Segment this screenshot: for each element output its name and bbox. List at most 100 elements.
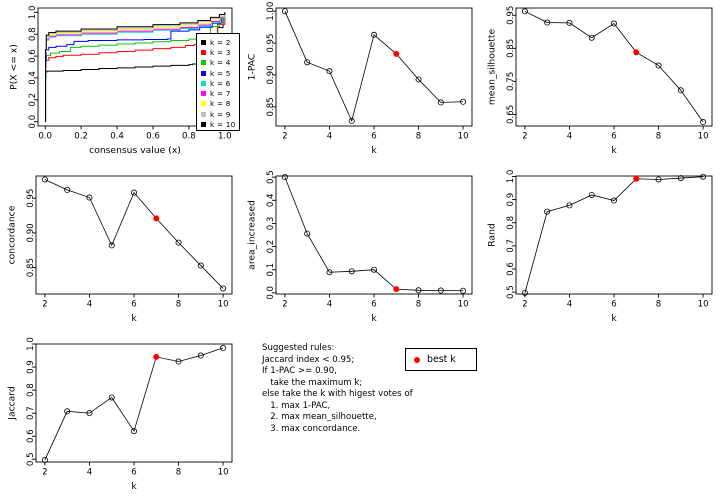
svg-text:1.0: 1.0 (28, 6, 38, 20)
legend-item-label: k = 3 (210, 47, 231, 57)
svg-text:0.2: 0.2 (74, 132, 88, 142)
svg-text:0.9: 0.9 (506, 193, 516, 207)
ecdf-plot: 0.0 0.2 0.4 0.6 0.8 1.0 0.0 0.2 0.4 0.6 0.8 1.0 cons… (9, 6, 233, 156)
legend-item-k-8: k = 8 (201, 99, 239, 109)
svg-text:0.95: 0.95 (506, 6, 516, 25)
svg-text:k: k (611, 145, 617, 156)
svg-text:1.0: 1.0 (506, 170, 516, 184)
legend-item-k-2: k = 2 (201, 37, 239, 47)
svg-text:4: 4 (327, 132, 332, 142)
concordance-plot: 2 4 6 8 10 0.85 0.90 0.95 k concordance (7, 175, 233, 324)
legend-item-label: k = 9 (210, 109, 231, 119)
svg-text:mean_silhouette: mean_silhouette (487, 28, 498, 105)
svg-text:0.65: 0.65 (506, 105, 516, 124)
pac-plot: 2 4 6 8 10 0.85 0.90 0.95 1.00 k 1-PAC (247, 2, 473, 156)
suggested-rules-text: Suggested rules: Jaccard index < 0.95; I… (262, 343, 413, 434)
svg-text:4: 4 (87, 300, 92, 310)
svg-text:2: 2 (282, 300, 287, 310)
svg-text:0.95: 0.95 (266, 34, 276, 53)
svg-text:k: k (131, 313, 137, 324)
svg-text:10: 10 (698, 300, 709, 310)
legend-swatch-icon (201, 91, 206, 97)
svg-text:0.2: 0.2 (28, 93, 38, 107)
svg-text:0.4: 0.4 (266, 193, 276, 207)
svg-text:Rand: Rand (487, 223, 498, 246)
svg-text:consensus value (x): consensus value (x) (89, 145, 181, 156)
svg-text:6: 6 (131, 468, 136, 478)
svg-text:6: 6 (371, 300, 376, 310)
panel-silhouette: 2 4 6 8 10 0.65 0.75 0.85 0.95 k mean_silhouette (480, 0, 720, 168)
svg-text:0.0: 0.0 (266, 286, 276, 300)
svg-text:0.6: 0.6 (506, 262, 516, 276)
svg-text:2: 2 (522, 132, 527, 142)
legend-item-label: k = 4 (210, 58, 231, 68)
svg-text:0.5: 0.5 (266, 170, 276, 184)
rand-plot: 2 4 6 8 10 0.5 0.6 0.7 0.8 0.9 1.0 k Rand (487, 170, 713, 324)
svg-text:0.8: 0.8 (182, 132, 196, 142)
svg-text:k: k (131, 481, 137, 492)
svg-text:0.90: 0.90 (26, 223, 36, 242)
svg-text:0.6: 0.6 (26, 429, 36, 443)
legend-swatch-icon (201, 122, 206, 128)
svg-text:1-PAC: 1-PAC (247, 54, 258, 81)
svg-text:0.2: 0.2 (266, 240, 276, 254)
legend-item-k-6: k = 6 (201, 78, 239, 88)
panel-area-increased: 2 4 6 8 10 0.0 0.1 0.2 0.3 0.4 0.5 k area_increased (240, 168, 480, 336)
legend-swatch-icon (201, 39, 206, 45)
svg-text:0.3: 0.3 (266, 217, 276, 231)
svg-text:1.0: 1.0 (26, 337, 36, 351)
legend-swatch-icon (201, 60, 206, 66)
panel-pac: 2 4 6 8 10 0.85 0.90 0.95 1.00 k 1-PAC (240, 0, 480, 168)
svg-text:0.6: 0.6 (28, 49, 38, 63)
svg-text:1.00: 1.00 (266, 2, 276, 21)
svg-text:0.1: 0.1 (266, 263, 276, 277)
legend-swatch-icon (201, 101, 206, 107)
panel-jaccard: 2 4 6 8 10 0.5 0.6 0.7 0.8 0.9 1.0 k Jaccard (0, 336, 240, 504)
svg-text:6: 6 (131, 300, 136, 310)
svg-text:k: k (371, 145, 377, 156)
area-increased-plot: 2 4 6 8 10 0.0 0.1 0.2 0.3 0.4 0.5 k area_increased (247, 170, 473, 324)
panel-rand: 2 4 6 8 10 0.5 0.6 0.7 0.8 0.9 1.0 k Rand (480, 168, 720, 336)
legend-swatch-icon (201, 49, 206, 55)
legend-item-label: k = 7 (210, 89, 231, 99)
svg-text:0.4: 0.4 (110, 132, 124, 142)
svg-text:10: 10 (218, 468, 229, 478)
legend-swatch-icon (201, 111, 206, 117)
svg-text:k: k (371, 313, 377, 324)
svg-text:0.9: 0.9 (26, 360, 36, 374)
best-k-legend: best k (405, 348, 477, 371)
legend-item-label: k = 2 (210, 37, 231, 47)
best-k-label: best k (427, 354, 456, 365)
svg-text:0.0: 0.0 (28, 115, 38, 129)
svg-text:0.7: 0.7 (506, 239, 516, 253)
svg-text:0.90: 0.90 (266, 65, 276, 84)
svg-text:concordance: concordance (7, 205, 18, 264)
legend-swatch-icon (201, 70, 206, 76)
svg-text:0.85: 0.85 (266, 97, 276, 116)
svg-text:2: 2 (522, 300, 527, 310)
svg-text:area_increased: area_increased (247, 200, 258, 270)
svg-text:10: 10 (698, 132, 709, 142)
svg-text:0.75: 0.75 (506, 72, 516, 91)
legend-item-k-7: k = 7 (201, 88, 239, 98)
svg-text:8: 8 (176, 300, 181, 310)
legend-item-label: k = 10 (210, 120, 236, 130)
svg-text:0.8: 0.8 (26, 383, 36, 397)
svg-text:10: 10 (458, 300, 469, 310)
svg-text:8: 8 (656, 132, 661, 142)
svg-text:0.6: 0.6 (146, 132, 160, 142)
svg-text:0.8: 0.8 (28, 27, 38, 41)
svg-text:2: 2 (282, 132, 287, 142)
panel-concordance: 2 4 6 8 10 0.85 0.90 0.95 k concordance (0, 168, 240, 336)
svg-text:2: 2 (42, 468, 47, 478)
svg-text:10: 10 (218, 300, 229, 310)
svg-text:4: 4 (567, 132, 572, 142)
svg-text:Jaccard: Jaccard (7, 386, 18, 421)
svg-text:8: 8 (176, 468, 181, 478)
svg-text:0.0: 0.0 (38, 132, 52, 142)
svg-text:8: 8 (416, 132, 421, 142)
svg-text:4: 4 (327, 300, 332, 310)
svg-text:1.0: 1.0 (218, 132, 232, 142)
best-k-dot-icon (414, 356, 420, 363)
